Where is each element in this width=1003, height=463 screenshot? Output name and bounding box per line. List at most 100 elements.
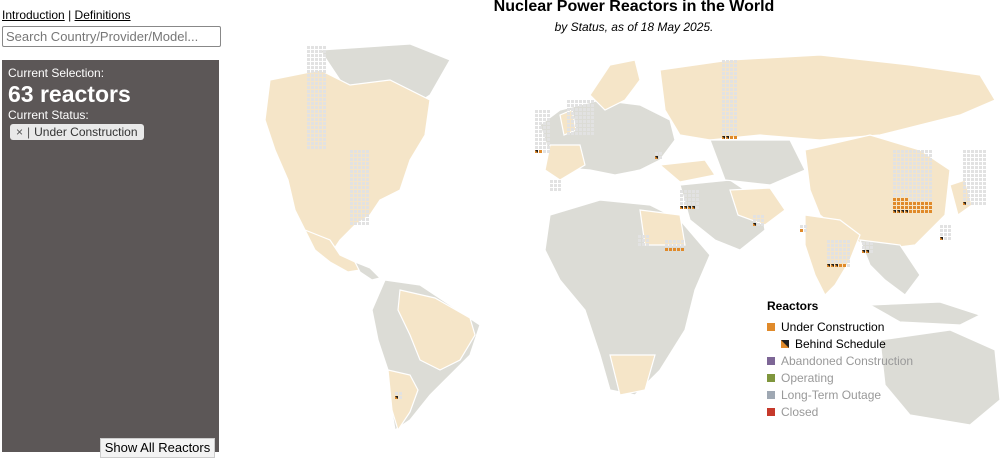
reactor-cell [901, 166, 904, 169]
reactor-cell [319, 122, 322, 125]
reactor-cell [730, 104, 733, 107]
reactor-cell [323, 90, 326, 93]
reactor-cell [319, 134, 322, 137]
reactor-waffle-egypt[interactable] [665, 240, 684, 251]
reactor-cell [543, 130, 546, 133]
reactor-cell [917, 162, 920, 165]
reactor-waffle-korea[interactable] [940, 225, 951, 240]
remove-filter-icon[interactable]: × [16, 125, 24, 139]
reactor-waffle-sweden-uk[interactable] [567, 100, 594, 135]
land-southeast-asia[interactable] [859, 239, 921, 296]
reactor-cell [726, 112, 729, 115]
reactor-waffle-us[interactable] [307, 46, 326, 149]
reactor-cell [983, 154, 986, 157]
legend-item-abandoned[interactable]: Abandoned Construction [767, 352, 913, 369]
reactor-cell [909, 154, 912, 157]
legend-item-under-construction[interactable]: Under Construction [767, 318, 913, 335]
reactor-cell [319, 114, 322, 117]
reactor-cell [583, 112, 586, 115]
reactor-cell [554, 180, 557, 183]
legend-item-long-term-outage[interactable]: Long-Term Outage [767, 386, 913, 403]
reactor-cell [350, 190, 353, 193]
reactor-cell [366, 174, 369, 177]
land-africa[interactable] [544, 199, 711, 396]
legend-item-behind-schedule[interactable]: Behind Schedule [781, 335, 913, 352]
reactor-waffle-turkey[interactable] [680, 190, 699, 209]
reactor-cell [684, 190, 687, 193]
reactor-cell [971, 182, 974, 185]
reactor-cell [646, 243, 649, 246]
reactor-waffle-india[interactable] [827, 240, 850, 267]
reactor-waffle-argentina[interactable] [395, 392, 402, 399]
definitions-link[interactable]: Definitions [74, 8, 131, 22]
reactor-cell [979, 202, 982, 205]
reactor-waffle-bangladesh[interactable] [862, 242, 873, 253]
land-brazil[interactable] [397, 289, 476, 371]
reactor-cell [638, 239, 641, 242]
land-argentina[interactable] [387, 369, 419, 432]
reactor-cell [307, 90, 310, 93]
reactor-cell [897, 178, 900, 181]
reactor-cell [358, 150, 361, 153]
reactor-cell [722, 68, 725, 71]
reactor-cell [925, 190, 928, 193]
reactor-cell [677, 248, 680, 251]
reactor-cell [909, 194, 912, 197]
reactor-cell [726, 68, 729, 71]
reactor-waffle-uae[interactable] [800, 225, 807, 232]
legend-item-operating[interactable]: Operating [767, 369, 913, 386]
reactor-cell [734, 80, 737, 83]
reactor-waffle-spain[interactable] [550, 180, 561, 191]
show-all-button[interactable]: Show All Reactors [100, 438, 215, 458]
introduction-link[interactable]: Introduction [2, 8, 65, 22]
reactor-cell [925, 166, 928, 169]
reactor-cell [839, 244, 842, 247]
reactor-cell [350, 218, 353, 221]
land-france-spain[interactable] [544, 144, 586, 181]
land-south-africa[interactable] [609, 354, 656, 396]
reactor-cell [905, 194, 908, 197]
legend-item-closed[interactable]: Closed [767, 403, 913, 420]
status-filter-chip[interactable]: × | Under Construction [10, 124, 144, 140]
land-australia[interactable] [879, 329, 1001, 426]
reactor-cell [354, 210, 357, 213]
reactor-cell [944, 237, 947, 240]
reactor-cell [983, 162, 986, 165]
reactor-cell [323, 110, 326, 113]
land-turkey[interactable] [658, 159, 716, 183]
reactor-cell [925, 186, 928, 189]
reactor-waffle-france[interactable] [535, 110, 550, 153]
reactor-waffle-slovakia[interactable] [655, 152, 662, 159]
reactor-waffle-canada[interactable] [350, 150, 369, 225]
reactor-cell [944, 225, 947, 228]
search-input[interactable] [2, 26, 221, 47]
reactor-cell [319, 98, 322, 101]
land-north-america[interactable] [264, 69, 431, 256]
reactor-waffle-russia[interactable] [722, 60, 737, 139]
reactor-waffle-egypt-west[interactable] [638, 235, 649, 246]
land-central-asia[interactable] [709, 139, 806, 186]
land-indonesia[interactable] [867, 301, 982, 326]
reactor-waffle-japan[interactable] [963, 150, 986, 205]
reactor-waffle-china[interactable] [893, 150, 932, 213]
reactor-cell [921, 166, 924, 169]
reactor-cell [366, 202, 369, 205]
reactor-cell [921, 186, 924, 189]
reactor-cell [319, 82, 322, 85]
reactor-cell [963, 166, 966, 169]
land-egypt[interactable] [639, 209, 686, 246]
reactor-cell [583, 104, 586, 107]
land-russia[interactable] [659, 54, 996, 141]
land-scandinavia[interactable] [589, 59, 641, 111]
reactor-cell [543, 118, 546, 121]
land-iran[interactable] [729, 187, 786, 226]
chip-separator: | [27, 125, 31, 139]
reactor-cell [921, 206, 924, 209]
reactor-cell [730, 96, 733, 99]
reactor-cell [929, 150, 932, 153]
reactor-cell [831, 248, 834, 251]
land-korea-japan[interactable] [949, 179, 973, 216]
reactor-waffle-iran[interactable] [753, 215, 764, 226]
land-central-america[interactable] [353, 260, 382, 281]
selection-label: Current Selection: [8, 66, 105, 80]
